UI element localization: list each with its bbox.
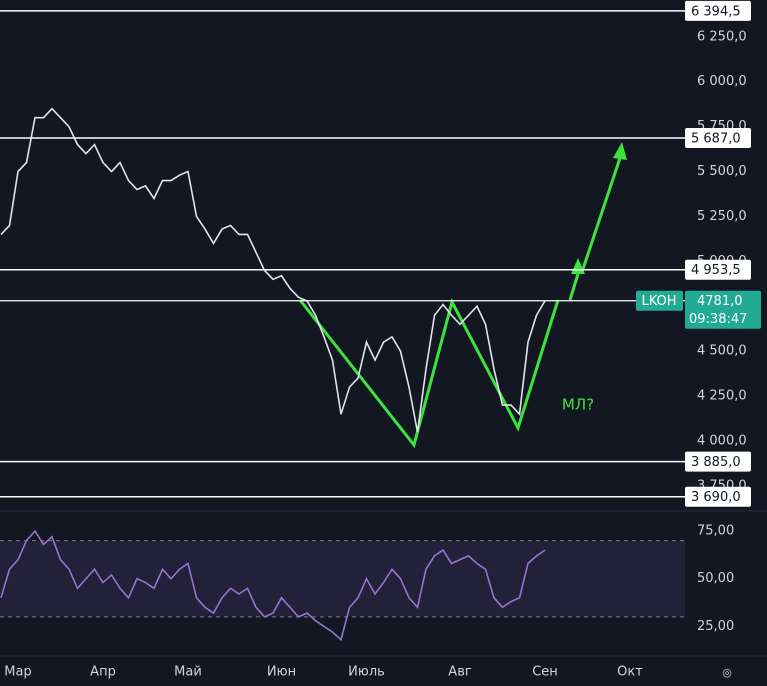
y-tick-label: 6 000,0: [697, 74, 747, 89]
x-tick-label: Июн: [267, 665, 296, 680]
x-tick-label: Сен: [532, 665, 558, 680]
x-tick-label: Май: [174, 665, 202, 680]
symbol-box: [636, 290, 683, 311]
y-tick-label: 75,00: [697, 524, 734, 539]
settings-icon[interactable]: ◎: [722, 666, 732, 679]
level-label: 3 885,0: [691, 455, 741, 470]
rsi-line: [0, 529, 546, 642]
arrow: [580, 157, 622, 273]
y-tick-label: 4 000,0: [697, 434, 747, 449]
y-tick-label: 6 250,0: [697, 29, 747, 44]
time-label: 09:38:47: [689, 312, 747, 327]
y-tick-label: 5 250,0: [697, 209, 747, 224]
y-tick-label: 5 500,0: [697, 164, 747, 179]
y-tick-label: 4 500,0: [697, 344, 747, 359]
y-tick-label: 25,00: [697, 619, 734, 634]
x-tick-label: Апр: [90, 665, 116, 680]
x-tick-label: Мар: [4, 665, 31, 680]
level-label: 5 687,0: [691, 131, 741, 146]
annotation: МЛ?: [562, 396, 594, 414]
level-label: 6 394,5: [691, 4, 741, 19]
arrow: [568, 273, 580, 301]
level-box: [685, 0, 751, 21]
level-label: 3 690,0: [691, 490, 741, 505]
y-tick-label: 4 250,0: [697, 389, 747, 404]
y-tick-label: 50,00: [697, 571, 734, 586]
level-box: [685, 127, 751, 148]
level-box: [685, 451, 751, 472]
last-price-label: 4781,0: [697, 294, 743, 309]
pattern-line: [298, 297, 560, 449]
last-price-box: [685, 290, 761, 329]
level-box: [685, 259, 751, 280]
price-line: [0, 107, 546, 433]
x-tick-label: Июль: [348, 665, 385, 680]
level-box: [685, 486, 751, 507]
rsi-band: [0, 540, 685, 617]
symbol-label: LKOH: [641, 294, 676, 309]
arrow-head: [613, 142, 627, 160]
level-label: 4 953,5: [691, 263, 741, 278]
x-tick-label: Окт: [617, 665, 643, 680]
x-tick-label: Авг: [448, 665, 472, 680]
